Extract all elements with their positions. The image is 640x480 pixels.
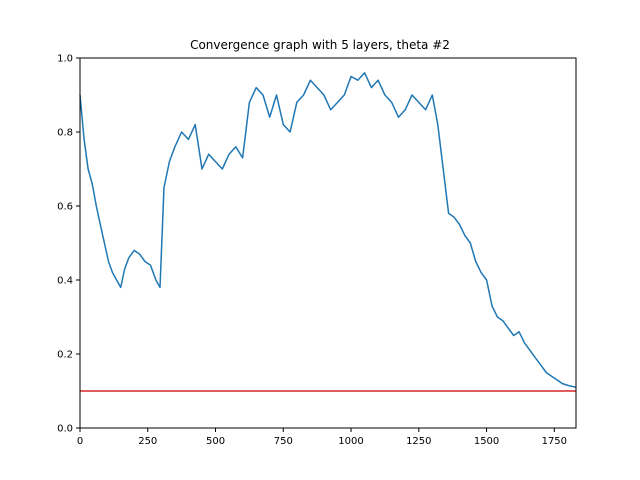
chart-title: Convergence graph with 5 layers, theta #… xyxy=(190,38,450,52)
y-tick-label: 0.0 xyxy=(57,424,73,435)
x-tick-label: 250 xyxy=(138,436,157,447)
y-axis: 0.0 0.2 0.4 0.6 0.8 1.0 xyxy=(57,54,80,435)
x-tick-label: 0 xyxy=(77,436,83,447)
series-layer xyxy=(79,72,577,392)
plot-frame xyxy=(79,57,577,429)
y-tick-label: 0.6 xyxy=(57,202,73,213)
y-tick-label: 1.0 xyxy=(57,54,73,65)
x-tick-label: 1000 xyxy=(338,436,363,447)
x-tick-label: 750 xyxy=(274,436,293,447)
x-tick-label: 1500 xyxy=(474,436,499,447)
y-tick-label: 0.4 xyxy=(57,276,73,287)
x-axis: 0 250 500 750 1000 1250 1500 1750 xyxy=(77,428,567,447)
x-tick-label: 1250 xyxy=(406,436,431,447)
x-tick-label: 1750 xyxy=(542,436,567,447)
x-tick-label: 500 xyxy=(206,436,225,447)
y-tick-label: 0.2 xyxy=(57,350,73,361)
y-tick-label: 0.8 xyxy=(57,128,73,139)
series-line-1 xyxy=(79,72,577,389)
